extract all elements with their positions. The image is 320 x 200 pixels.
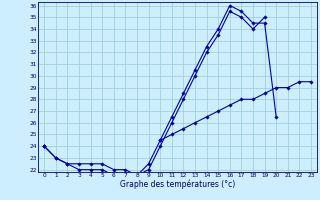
X-axis label: Graphe des températures (°c): Graphe des températures (°c)	[120, 180, 235, 189]
